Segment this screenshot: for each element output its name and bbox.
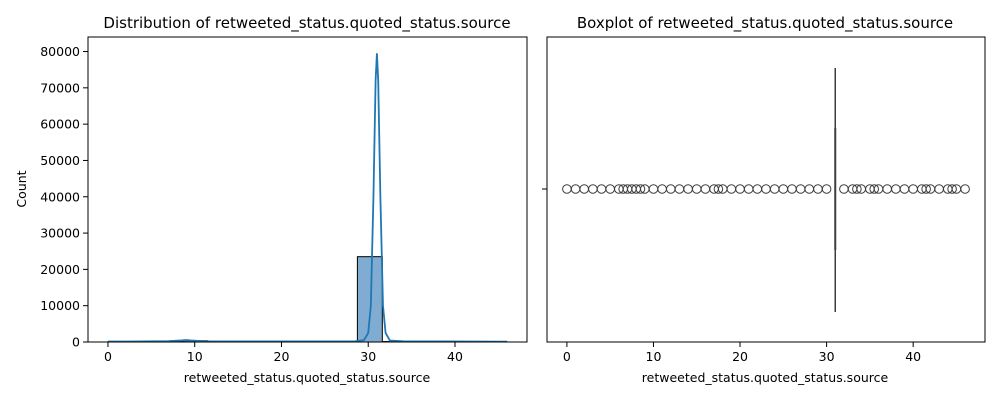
outlier-point: [657, 184, 667, 194]
outlier-point: [899, 184, 910, 194]
outlier-point: [605, 184, 615, 194]
outlier-point: [908, 184, 918, 194]
histogram-y-label: Count: [14, 170, 29, 207]
outlier-point: [579, 184, 590, 194]
histogram-bars: [107, 256, 508, 343]
outlier-point: [570, 184, 581, 194]
x-tick-label: 30: [360, 349, 376, 364]
outlier-point: [562, 184, 572, 194]
boxplot-x-label: retweeted_status.quoted_status.source: [642, 370, 889, 385]
outlier-point: [752, 184, 763, 194]
outlier-point: [674, 184, 685, 194]
outlier-point: [691, 184, 702, 194]
x-tick-label: 40: [905, 349, 921, 364]
y-tick-label: 60000: [40, 117, 80, 132]
outlier-point: [813, 184, 823, 194]
histogram-bar: [356, 256, 383, 343]
outlier-point: [683, 184, 693, 194]
histogram-x-ticks: 0 10 20 30 40: [104, 342, 463, 364]
y-tick-label: 40000: [40, 189, 80, 204]
outlier-point: [852, 184, 862, 194]
outlier-point: [648, 184, 659, 194]
boxplot-axes-frame: [546, 36, 986, 343]
y-tick-label: 50000: [40, 153, 80, 168]
outlier-point: [778, 184, 789, 194]
outlier-point: [804, 184, 815, 194]
y-tick-label: 10000: [40, 298, 80, 313]
boxplot-x-ticks: 0 10 20 30 40: [563, 342, 921, 364]
outlier-point: [869, 184, 880, 194]
x-tick-label: 10: [187, 349, 203, 364]
x-tick-label: 0: [563, 349, 571, 364]
histogram-title: Distribution of retweeted_status.quoted_…: [103, 14, 510, 33]
x-tick-label: 0: [104, 349, 112, 364]
y-tick-label: 0: [72, 335, 80, 350]
boxplot-outliers: [562, 184, 970, 194]
outlier-point: [635, 184, 646, 194]
outlier-point: [960, 184, 970, 194]
outlier-point: [726, 184, 737, 194]
outlier-point: [769, 184, 780, 194]
histogram-panel: Distribution of retweeted_status.quoted_…: [14, 14, 528, 385]
outlier-point: [713, 184, 724, 194]
y-tick-label: 80000: [40, 44, 80, 59]
histogram-x-label: retweeted_status.quoted_status.source: [184, 370, 431, 385]
y-tick-label: 70000: [40, 80, 80, 95]
histogram-axes-frame: [87, 36, 528, 343]
outlier-point: [700, 184, 711, 194]
outlier-point: [839, 184, 849, 194]
outlier-point: [891, 184, 901, 194]
outlier-point: [882, 184, 892, 194]
outlier-point: [588, 184, 598, 194]
outlier-point: [921, 184, 931, 194]
x-tick-label: 30: [819, 349, 835, 364]
kde-line: [107, 53, 508, 343]
x-tick-label: 20: [732, 349, 748, 364]
outlier-point: [795, 184, 806, 194]
x-tick-label: 40: [447, 349, 463, 364]
outlier-point: [947, 184, 957, 194]
boxplot-panel: Boxplot of retweeted_status.quoted_statu…: [542, 14, 986, 385]
outlier-point: [761, 184, 771, 194]
outlier-point: [787, 184, 797, 194]
y-tick-label: 30000: [40, 226, 80, 241]
outlier-point: [934, 184, 944, 194]
x-tick-label: 20: [274, 349, 290, 364]
histogram-y-ticks: 0 10000 20000 30000 40000 50000 60000 70000 8000…: [40, 44, 88, 350]
outlier-point: [665, 184, 676, 194]
outlier-point: [596, 184, 607, 194]
boxplot-title: Boxplot of retweeted_status.quoted_statu…: [577, 14, 953, 33]
outlier-point: [743, 184, 754, 194]
x-tick-label: 10: [646, 349, 662, 364]
outlier-point: [821, 184, 832, 194]
outlier-point: [735, 184, 745, 194]
y-tick-label: 20000: [40, 262, 80, 277]
